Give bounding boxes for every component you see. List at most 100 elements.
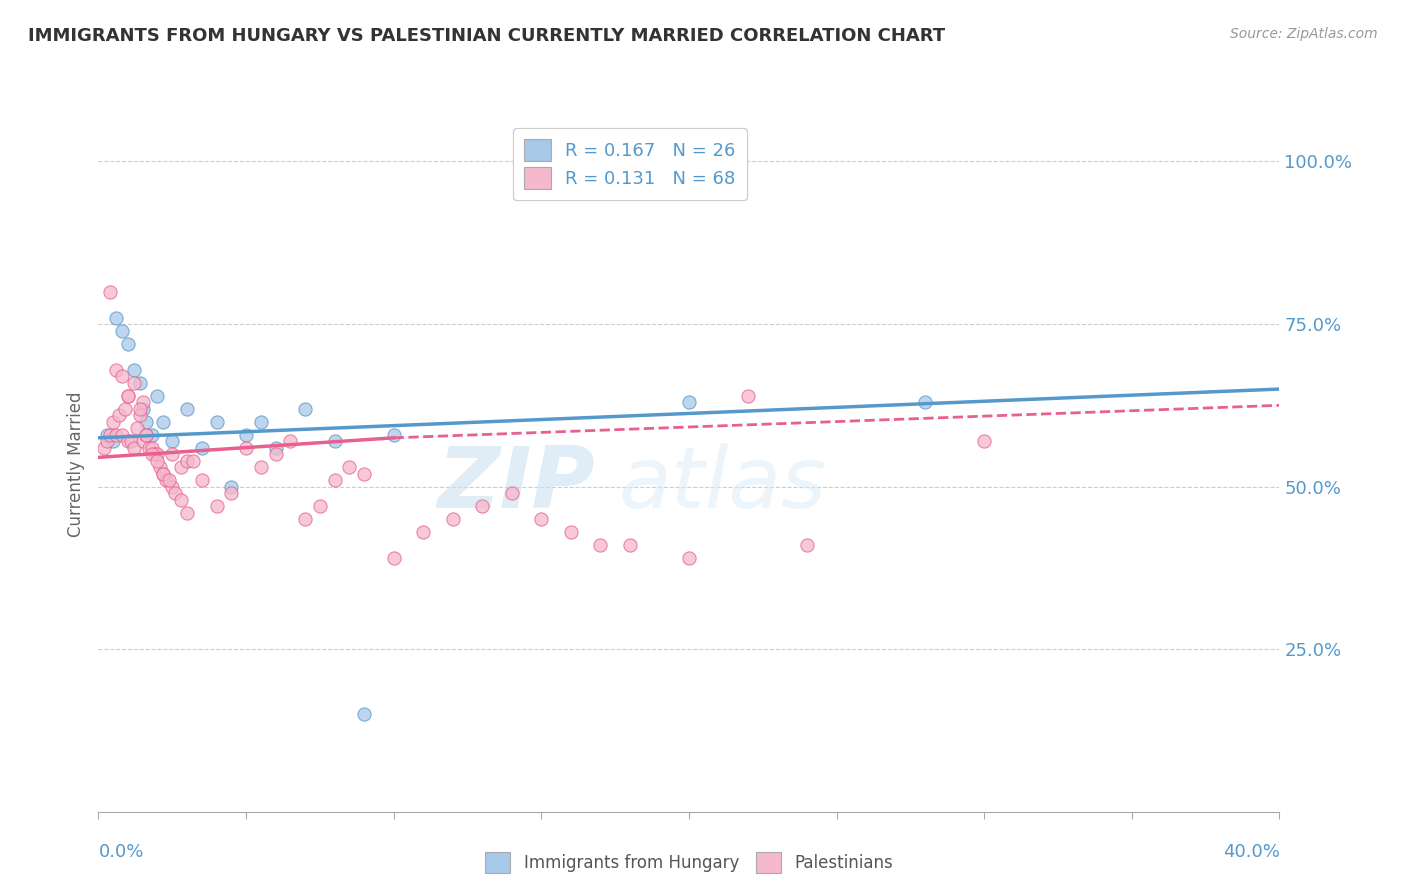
Point bbox=[146, 447, 169, 461]
Point bbox=[96, 427, 118, 442]
Point bbox=[111, 324, 134, 338]
Point bbox=[501, 486, 523, 500]
Text: 40.0%: 40.0% bbox=[1223, 843, 1279, 861]
Point bbox=[98, 427, 121, 442]
Point bbox=[141, 447, 163, 461]
Point bbox=[155, 473, 177, 487]
Text: Source: ZipAtlas.com: Source: ZipAtlas.com bbox=[1230, 27, 1378, 41]
Point bbox=[737, 388, 759, 402]
Point bbox=[973, 434, 995, 448]
Point bbox=[678, 551, 700, 566]
Point bbox=[122, 441, 145, 455]
Point bbox=[323, 473, 346, 487]
Point bbox=[250, 415, 273, 429]
Point bbox=[111, 427, 134, 442]
Point bbox=[141, 427, 163, 442]
Point bbox=[353, 707, 375, 722]
Point bbox=[205, 415, 228, 429]
Point bbox=[162, 447, 183, 461]
Point bbox=[353, 467, 375, 481]
Point bbox=[619, 538, 641, 552]
Point bbox=[132, 434, 155, 448]
Point bbox=[152, 467, 174, 481]
Point bbox=[678, 395, 700, 409]
Point bbox=[103, 434, 125, 448]
Point bbox=[235, 427, 257, 442]
Point bbox=[235, 441, 257, 455]
Y-axis label: Currently Married: Currently Married bbox=[66, 391, 84, 537]
Point bbox=[412, 525, 434, 540]
Point bbox=[176, 453, 198, 467]
Point bbox=[530, 512, 553, 526]
Point bbox=[122, 362, 145, 376]
Point bbox=[205, 499, 228, 513]
Point bbox=[181, 453, 204, 467]
Point bbox=[323, 434, 346, 448]
Point bbox=[141, 441, 163, 455]
Text: ZIP: ZIP bbox=[437, 443, 595, 526]
Point bbox=[128, 401, 150, 416]
Text: 0.0%: 0.0% bbox=[98, 843, 143, 861]
Point bbox=[135, 427, 157, 442]
Point bbox=[122, 376, 145, 390]
Point bbox=[309, 499, 332, 513]
Point bbox=[337, 460, 360, 475]
Point bbox=[132, 401, 155, 416]
Point bbox=[796, 538, 818, 552]
Point bbox=[170, 492, 193, 507]
Point bbox=[146, 453, 169, 467]
Point bbox=[117, 336, 139, 351]
Point bbox=[96, 434, 118, 448]
Point bbox=[149, 460, 172, 475]
Point bbox=[103, 415, 125, 429]
Point bbox=[117, 388, 139, 402]
Point bbox=[128, 376, 150, 390]
Point bbox=[170, 460, 193, 475]
Point bbox=[152, 467, 174, 481]
Point bbox=[132, 395, 155, 409]
Point bbox=[125, 421, 148, 435]
Point bbox=[294, 512, 316, 526]
Point bbox=[294, 401, 316, 416]
Point bbox=[264, 441, 287, 455]
Point bbox=[117, 388, 139, 402]
Point bbox=[157, 473, 180, 487]
Point bbox=[382, 551, 405, 566]
Point bbox=[250, 460, 273, 475]
Point bbox=[111, 369, 134, 384]
Point bbox=[152, 415, 174, 429]
Point bbox=[108, 408, 131, 422]
Point bbox=[176, 506, 198, 520]
Point bbox=[560, 525, 582, 540]
Point bbox=[93, 441, 115, 455]
Point bbox=[441, 512, 464, 526]
Point bbox=[146, 388, 169, 402]
Point bbox=[219, 480, 243, 494]
Point bbox=[589, 538, 612, 552]
Point bbox=[165, 486, 187, 500]
Legend: R = 0.167   N = 26, R = 0.131   N = 68: R = 0.167 N = 26, R = 0.131 N = 68 bbox=[513, 128, 747, 200]
Point bbox=[135, 427, 157, 442]
Point bbox=[471, 499, 494, 513]
Point bbox=[219, 486, 243, 500]
Point bbox=[114, 401, 136, 416]
Point bbox=[98, 285, 121, 299]
Text: atlas: atlas bbox=[619, 443, 827, 526]
Point bbox=[135, 415, 157, 429]
Point bbox=[138, 441, 160, 455]
Point bbox=[162, 480, 183, 494]
Point bbox=[191, 441, 214, 455]
Point bbox=[117, 434, 139, 448]
Point bbox=[105, 427, 128, 442]
Point bbox=[143, 447, 166, 461]
Point bbox=[120, 434, 142, 448]
Point bbox=[914, 395, 936, 409]
Text: IMMIGRANTS FROM HUNGARY VS PALESTINIAN CURRENTLY MARRIED CORRELATION CHART: IMMIGRANTS FROM HUNGARY VS PALESTINIAN C… bbox=[28, 27, 945, 45]
Point bbox=[162, 434, 183, 448]
Point bbox=[264, 447, 287, 461]
Point bbox=[382, 427, 405, 442]
Legend: Immigrants from Hungary, Palestinians: Immigrants from Hungary, Palestinians bbox=[478, 846, 900, 880]
Point bbox=[128, 408, 150, 422]
Point bbox=[105, 362, 128, 376]
Point bbox=[278, 434, 302, 448]
